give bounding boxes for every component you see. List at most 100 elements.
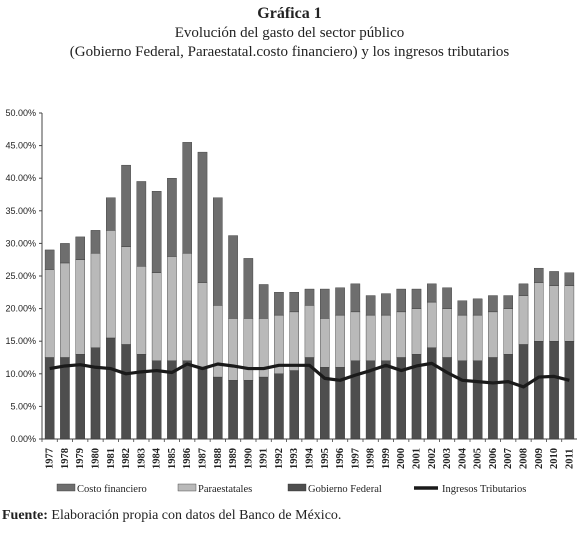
bar-paraestatales: [488, 311, 498, 358]
legend-costo-financiero-swatch: [56, 483, 76, 492]
x-tick-label: 1993: [289, 448, 300, 469]
legend-gobierno-federal-swatch: [287, 483, 307, 492]
bar-paraestatales: [182, 252, 192, 361]
y-tick-label: 20.00%: [5, 304, 36, 314]
bar-paraestatales: [472, 314, 483, 361]
x-tick-label: 1990: [243, 448, 254, 469]
bar-paraestatales: [105, 230, 116, 339]
bar-paraestatales: [564, 285, 575, 342]
bar-paraestatales: [44, 269, 55, 358]
source-note: Fuente: Elaboración propia con datos del…: [2, 508, 341, 524]
source-label: Fuente:: [2, 508, 48, 523]
bar-costo-financiero: [243, 258, 254, 319]
x-tick-label: 1998: [366, 448, 377, 469]
bar-paraestatales: [151, 272, 162, 361]
x-tick-label: 1988: [213, 448, 224, 469]
bar-gobierno-federal: [472, 360, 483, 440]
bar-costo-financiero: [518, 283, 529, 296]
y-tick-label: 35.00%: [5, 206, 36, 216]
bar-gobierno-federal: [228, 380, 238, 440]
y-tick-label: 40.00%: [5, 173, 36, 183]
bar-gobierno-federal: [534, 341, 544, 440]
bar-paraestatales: [534, 282, 544, 342]
legend-paraestatales-label: Paraestatales: [198, 484, 252, 495]
y-tick-label: 30.00%: [5, 238, 36, 248]
bar-paraestatales: [442, 308, 452, 358]
bar-costo-financiero: [427, 283, 437, 303]
bar-paraestatales: [136, 266, 147, 355]
x-tick-label: 2003: [442, 448, 453, 469]
x-tick-label: 1999: [381, 448, 392, 469]
bar-costo-financiero: [503, 295, 513, 309]
legend-costo-financiero-label: Costo financiero: [77, 484, 147, 495]
bar-gobierno-federal: [427, 347, 437, 440]
bar-gobierno-federal: [243, 380, 254, 440]
bar-costo-financiero: [289, 292, 299, 313]
bar-paraestatales: [411, 308, 422, 355]
y-tick-label: 0.00%: [10, 434, 36, 444]
bar-costo-financiero: [44, 249, 55, 270]
bar-costo-financiero: [564, 272, 575, 286]
bar-costo-financiero: [365, 295, 376, 316]
bar-paraestatales: [365, 314, 376, 361]
x-tick-label: 1994: [305, 447, 316, 469]
y-tick-label: 15.00%: [5, 336, 36, 346]
x-tick-label: 1984: [152, 447, 163, 469]
bar-paraestatales: [335, 314, 345, 368]
bar-paraestatales: [503, 308, 513, 355]
x-tick-label: 1995: [320, 448, 331, 469]
bar-paraestatales: [167, 256, 177, 361]
bar-costo-financiero: [304, 288, 315, 306]
bar-gobierno-federal: [121, 344, 131, 440]
bar-paraestatales: [75, 259, 85, 355]
y-tick-label: 45.00%: [5, 141, 36, 151]
x-tick-label: 1978: [60, 448, 71, 469]
x-tick-label: 2009: [534, 448, 545, 469]
bar-costo-financiero: [136, 181, 147, 267]
chart-titles: Gráfica 1 Evolución del gasto del sector…: [0, 4, 579, 62]
x-tick-label: 1985: [167, 448, 178, 469]
bar-gobierno-federal: [182, 360, 192, 440]
x-tick-label: 2001: [412, 448, 423, 469]
y-tick-label: 5.00%: [10, 401, 36, 411]
bar-paraestatales: [350, 311, 361, 361]
bar-costo-financiero: [182, 142, 192, 254]
x-tick-label: 1980: [91, 448, 102, 469]
bar-gobierno-federal: [75, 354, 85, 440]
bar-gobierno-federal: [258, 376, 269, 440]
bar-costo-financiero: [472, 298, 483, 316]
bar-gobierno-federal: [503, 354, 513, 440]
bar-costo-financiero: [396, 288, 406, 313]
bar-paraestatales: [549, 285, 559, 342]
bar-gobierno-federal: [274, 373, 284, 440]
bar-paraestatales: [289, 311, 299, 371]
x-tick-label: 2006: [488, 448, 499, 469]
bar-paraestatales: [396, 311, 406, 358]
bar-paraestatales: [243, 318, 254, 381]
bar-costo-financiero: [381, 293, 391, 316]
bar-paraestatales: [381, 314, 391, 361]
bar-paraestatales: [518, 295, 529, 345]
bar-gobierno-federal: [381, 360, 391, 440]
bar-costo-financiero: [258, 284, 269, 319]
x-tick-label: 2002: [427, 448, 438, 469]
bar-costo-financiero: [320, 288, 330, 319]
y-tick-label: 10.00%: [5, 369, 36, 379]
bar-costo-financiero: [442, 287, 452, 309]
bar-gobierno-federal: [488, 357, 498, 440]
bar-gobierno-federal: [197, 367, 208, 440]
bar-costo-financiero: [274, 292, 284, 316]
x-tick-label: 2010: [549, 448, 560, 469]
x-tick-label: 2000: [396, 448, 407, 469]
x-tick-label: 1983: [136, 448, 147, 469]
bar-costo-financiero: [197, 151, 208, 283]
bar-paraestatales: [457, 314, 468, 361]
source-text: Elaboración propia con datos del Banco d…: [51, 508, 342, 523]
bar-paraestatales: [197, 282, 208, 368]
x-tick-label: 2008: [519, 448, 530, 469]
chart-subtitle-2: (Gobierno Federal, Paraestatal.costo fin…: [69, 44, 510, 60]
bar-gobierno-federal: [212, 376, 223, 440]
chart-subtitle-1: Evolución del gasto del sector público: [174, 25, 405, 41]
bar-costo-financiero: [121, 164, 131, 247]
